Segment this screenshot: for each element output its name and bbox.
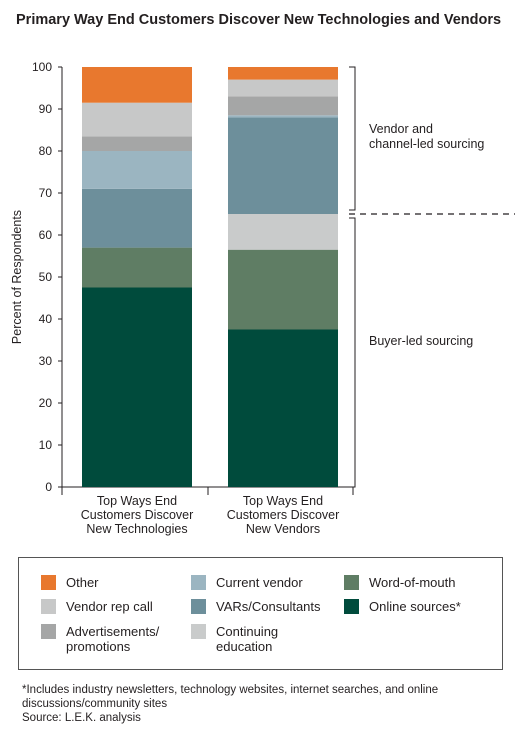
chart-title: Primary Way End Customers Discover New T… [16,12,502,28]
x-category-label: New Vendors [246,522,320,536]
y-tick-label: 10 [39,438,53,452]
legend-item: Word-of-mouth [344,575,455,590]
legend-label: Vendor rep call [66,599,153,614]
bar-segment-vars-consultants [228,117,338,214]
y-tick-label: 80 [39,144,53,158]
legend-label: Current vendor [216,575,303,590]
y-tick-label: 0 [45,480,52,494]
legend-label: Online sources* [369,599,461,614]
bar-segment-word-of-mouth [82,247,192,288]
bar-segment-other [228,67,338,80]
legend-item: Current vendor [191,575,303,590]
x-category-label: Top Ways End [243,494,323,508]
bar-segment-vars-consultants [82,188,192,248]
bar-segment-advertisements-promotions [228,96,338,116]
source-note: Source: L.E.K. analysis [22,712,141,724]
buyer-bracket [349,217,356,488]
legend-swatch [191,575,206,590]
y-tick-label: 70 [39,186,53,200]
bar-segment-continuing-education [228,214,338,250]
bar-segment-vendor-rep-call [82,102,192,137]
y-tick-label: 100 [32,60,52,74]
legend: Other Vendor rep call Advertisements/ prom… [18,557,503,670]
bar-segment-current-vendor [82,151,192,189]
legend-swatch [41,575,56,590]
bar-segment-advertisements-promotions [82,136,192,151]
stacked-bar-chart: 0 10 20 30 40 50 60 70 80 90 100 Percent of Respond… [10,60,515,536]
buyer-led-annotation: Buyer-led sourcing [369,334,473,348]
y-tick-label: 20 [39,396,53,410]
x-category-label: Top Ways End [97,494,177,508]
legend-swatch [191,599,206,614]
y-axis-label: Percent of Respondents [10,210,24,344]
y-tick-label: 60 [39,228,53,242]
legend-item: Continuing education [191,624,278,654]
bar-segment-current-vendor [228,115,338,118]
y-tick-label: 50 [39,270,53,284]
legend-item: Online sources* [344,599,461,614]
bar-segment-online-sources [228,329,338,487]
legend-item: Vendor rep call [41,599,153,614]
legend-label: VARs/Consultants [216,599,321,614]
bar-segment-vendor-rep-call [228,79,338,97]
legend-swatch [41,624,56,639]
legend-label: Advertisements/ promotions [66,624,160,654]
legend-label: Word-of-mouth [369,575,456,590]
legend-item: VARs/Consultants [191,599,321,614]
legend-label: Continuing education [216,624,279,654]
legend-swatch [344,575,359,590]
bar-segment-other [82,67,192,103]
y-tick-label: 90 [39,102,53,116]
vendor-led-annotation: Vendor and [369,122,433,136]
legend-item: Advertisements/ promotions [41,624,159,654]
bar-segment-online-sources [82,287,192,487]
legend-swatch [41,599,56,614]
vendor-bracket [349,66,356,211]
y-tick-label: 40 [39,312,53,326]
x-category-label: Customers Discover [227,508,340,522]
legend-label: Other [66,575,99,590]
footnote: *Includes industry newsletters, technolo… [22,684,439,710]
y-tick-label: 30 [39,354,53,368]
x-category-label: New Technologies [86,522,187,536]
legend-item: Other [41,575,99,590]
bar-segment-word-of-mouth [228,249,338,330]
legend-swatch [344,599,359,614]
legend-swatch [191,624,206,639]
vendor-led-annotation: channel-led sourcing [369,137,484,151]
x-category-label: Customers Discover [81,508,194,522]
